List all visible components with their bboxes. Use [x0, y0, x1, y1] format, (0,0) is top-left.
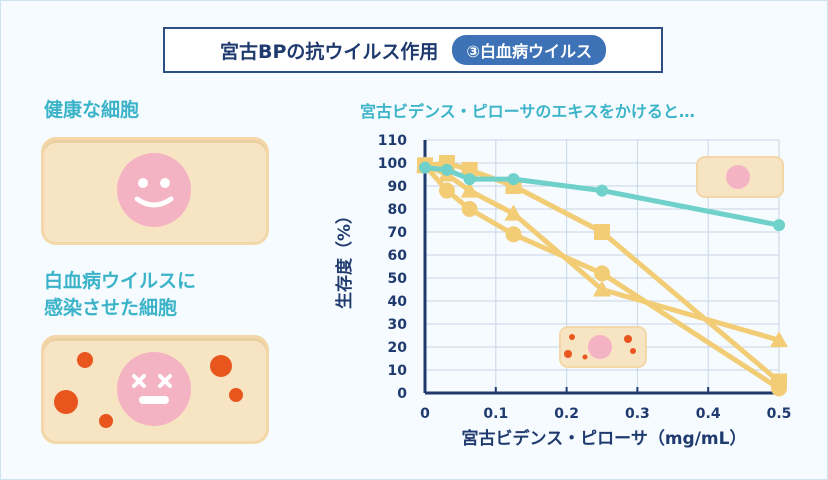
- data-point-square: [594, 224, 610, 240]
- sick-face-svg: [132, 374, 172, 404]
- chart-ticks: 0 10 20 30 40 50 60 70 80 90 100 110 0 0.1 0.2 0.3 0.4 0.…: [378, 133, 792, 422]
- y-axis-label: 生存度（%）: [334, 207, 355, 309]
- data-point-circle: [507, 173, 520, 186]
- y-tick-label: 20: [388, 340, 408, 356]
- y-tick-label: 60: [388, 248, 408, 264]
- y-tick-label: 40: [388, 294, 408, 310]
- virus-badge: ③白血病ウイルス: [452, 35, 606, 65]
- data-point-square: [461, 161, 478, 178]
- virus-particles: [54, 352, 243, 428]
- data-point-triangle: [460, 181, 479, 198]
- data-point-circle: [773, 219, 785, 232]
- infected-cell-card: [44, 338, 266, 441]
- infected-label-line1: 白血病ウイルスに: [44, 270, 197, 292]
- page-title: 宮古BPの抗ウイルス作用: [220, 40, 439, 63]
- y-tick-label: 10: [388, 363, 408, 379]
- x-tick-label: 0.5: [767, 406, 792, 422]
- chart-title: 宮古ビデンス・ピローサのエキスをかけると…: [360, 102, 695, 121]
- data-point-circle: [771, 380, 787, 397]
- data-point-circle: [463, 173, 476, 186]
- sick-face-icon: [117, 352, 191, 426]
- chart-illustrations: [559, 156, 784, 368]
- mini-virus-icon: [564, 334, 636, 360]
- x-tick-label: 0: [420, 406, 430, 422]
- y-tick-label: 80: [388, 202, 408, 218]
- smiling-face-svg: [134, 178, 174, 208]
- mini-smiling-face-icon: [726, 165, 750, 189]
- x-axis-label: 宮古ビデンス・ピローサ（mg/mL）: [462, 428, 747, 449]
- y-tick-label: 90: [388, 179, 408, 195]
- data-point-circle: [438, 182, 455, 199]
- x-tick-label: 0.4: [696, 406, 721, 422]
- data-point-triangle: [593, 280, 611, 297]
- data-point-circle: [596, 184, 608, 197]
- title-box: 宮古BPの抗ウイルス作用 ③白血病ウイルス: [163, 27, 663, 73]
- data-point-circle: [505, 226, 522, 243]
- y-tick-label: 30: [388, 317, 408, 333]
- chart-series: [416, 155, 788, 397]
- chart-axes: [423, 140, 780, 395]
- data-point-circle: [419, 161, 431, 174]
- y-tick-label: 100: [378, 156, 407, 172]
- infected-label-line2: 感染させた細胞: [44, 297, 178, 319]
- mini-sick-face-icon: [588, 335, 612, 359]
- virus-icon: [54, 352, 243, 428]
- y-tick-label: 0: [397, 386, 407, 402]
- x-tick-label: 0.3: [625, 406, 650, 422]
- y-tick-label: 50: [388, 271, 408, 287]
- data-point-circle: [594, 265, 610, 282]
- infected-cell-label: 白血病ウイルスに 感染させた細胞: [44, 268, 196, 322]
- data-point-circle: [461, 201, 478, 217]
- x-tick-label: 0.1: [483, 406, 508, 422]
- data-point-triangle: [504, 204, 523, 221]
- smiling-face-icon: [117, 153, 191, 227]
- healthy-cell-label: 健康な細胞: [44, 99, 140, 121]
- y-tick-label: 70: [388, 225, 408, 241]
- data-point-circle: [440, 163, 453, 176]
- data-point-triangle: [770, 331, 788, 348]
- x-tick-label: 0.2: [554, 406, 579, 422]
- y-tick-label: 110: [378, 133, 407, 149]
- healthy-cell-card: [44, 140, 266, 242]
